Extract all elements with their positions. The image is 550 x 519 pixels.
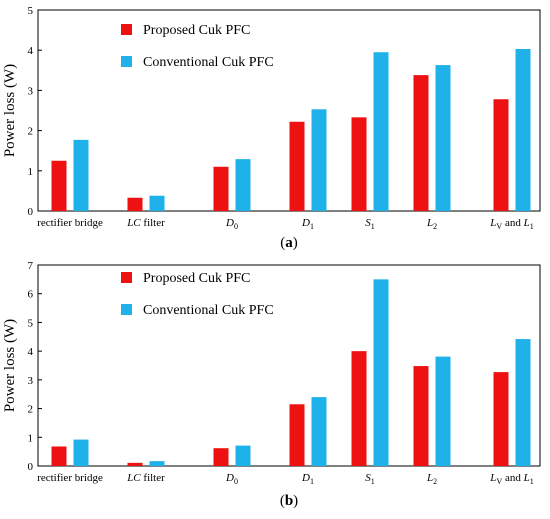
category-label: S1 (365, 472, 375, 486)
y-tick-label: 5 (28, 317, 34, 329)
y-tick-label: 1 (28, 432, 34, 444)
legend-swatch-proposed (121, 24, 132, 35)
y-tick-label: 6 (28, 289, 34, 301)
bar-proposed (289, 121, 305, 211)
y-tick-label: 4 (28, 346, 34, 358)
y-tick-label: 0 (28, 461, 34, 473)
bar-conventional (235, 159, 251, 211)
y-tick-label: 3 (28, 375, 34, 387)
bar-conventional (435, 65, 451, 211)
plot-frame (37, 9, 541, 212)
panel-a: 0 1 2 3 4 5 Power loss (W) rectifier bridge LC f… (2, 5, 541, 251)
y-axis-label: Power loss (W) (2, 319, 18, 412)
plot-frame (37, 264, 541, 467)
category-label: L2 (426, 472, 437, 486)
y-tick-label: 7 (28, 260, 34, 272)
bar-conventional (515, 48, 531, 211)
y-tick-label: 0 (28, 206, 34, 218)
bar-conventional (149, 461, 165, 466)
bar-proposed (213, 166, 229, 211)
y-tick-label: 5 (28, 5, 34, 17)
bar-proposed (289, 404, 305, 466)
bar-proposed (493, 372, 509, 466)
bar-conventional (149, 195, 165, 211)
legend-label: Proposed Cuk PFC (143, 23, 250, 38)
y-tick-label: 2 (28, 404, 34, 416)
y-tick-label: 3 (28, 85, 34, 97)
bar-conventional (235, 445, 251, 466)
bar-proposed (351, 117, 367, 211)
category-label: L2 (426, 217, 437, 231)
category-label: LC filter (126, 472, 165, 484)
bar-proposed (127, 197, 143, 211)
legend-swatch-conventional (121, 304, 132, 315)
bar-proposed (213, 448, 229, 466)
y-axis-label: Power loss (W) (2, 64, 18, 157)
legend-swatch-proposed (121, 272, 132, 283)
bar-conventional (73, 139, 89, 211)
bar-conventional (373, 279, 389, 466)
category-label: LV and L1 (489, 217, 533, 231)
panel-label: (b) (280, 493, 298, 509)
category-label: D1 (301, 217, 314, 231)
category-label: D1 (301, 472, 314, 486)
bar-conventional (435, 356, 451, 466)
category-label: LC filter (126, 217, 165, 229)
bar-conventional (311, 397, 327, 466)
panel-label: (a) (280, 235, 298, 251)
legend-swatch-conventional (121, 56, 132, 67)
bar-proposed (127, 462, 143, 466)
category-label: D0 (225, 472, 238, 486)
category-label: S1 (365, 217, 375, 231)
legend-label: Conventional Cuk PFC (143, 55, 274, 70)
bar-proposed (413, 366, 429, 466)
panel-b: 0 1 2 3 4 5 6 7 Power loss (W) rectifier bridge LC… (2, 260, 541, 509)
y-tick-label: 1 (28, 166, 34, 178)
bar-proposed (51, 446, 67, 466)
y-tick-label: 2 (28, 126, 34, 138)
bar-proposed (51, 160, 67, 211)
category-label: LV and L1 (489, 472, 533, 486)
legend-label: Conventional Cuk PFC (143, 303, 274, 318)
category-label: D0 (225, 217, 238, 231)
legend-label: Proposed Cuk PFC (143, 271, 250, 286)
bar-conventional (373, 52, 389, 212)
category-label: rectifier bridge (37, 472, 103, 484)
bar-proposed (351, 351, 367, 466)
y-tick-label: 4 (28, 45, 34, 57)
bar-proposed (493, 99, 509, 211)
bar-conventional (73, 439, 89, 466)
bar-conventional (311, 109, 327, 211)
category-label: rectifier bridge (37, 217, 103, 229)
bar-conventional (515, 339, 531, 466)
bar-proposed (413, 75, 429, 212)
